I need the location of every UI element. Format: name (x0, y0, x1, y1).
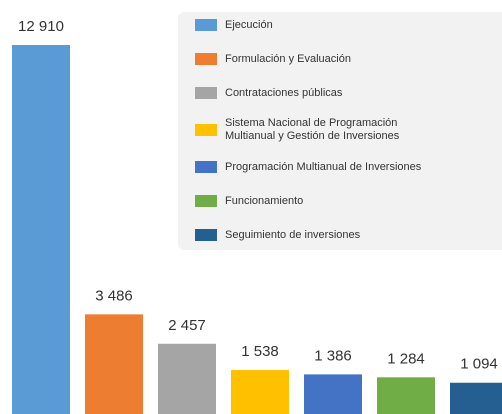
legend-label: Funcionamiento (225, 194, 304, 207)
bar (231, 370, 289, 414)
legend-item: Contrataciones públicas (195, 83, 502, 103)
legend-item: Programación Multianual de Inversiones (195, 157, 502, 177)
legend-label: Sistema Nacional de Programación Multian… (225, 117, 400, 142)
legend-label: Ejecución (225, 18, 273, 31)
legend-swatch (195, 53, 217, 65)
legend-item: Ejecución (195, 15, 502, 35)
legend-swatch (195, 161, 217, 173)
value-label: 1 094 (460, 356, 498, 373)
bar (158, 343, 216, 414)
legend-item: Funcionamiento (195, 191, 502, 211)
legend-item: Formulación y Evaluación (195, 49, 502, 69)
value-label: 12 910 (18, 18, 64, 35)
value-label: 1 386 (314, 347, 352, 364)
legend-swatch (195, 87, 217, 99)
legend: Ejecución Formulación y Evaluación Contrat… (178, 12, 502, 250)
legend-label: Formulación y Evaluación (225, 52, 351, 65)
value-label: 1 538 (241, 343, 279, 360)
bar (85, 314, 143, 414)
legend-swatch (195, 124, 217, 136)
legend-label: Programación Multianual de Inversiones (225, 160, 422, 173)
legend-swatch (195, 195, 217, 207)
value-label: 1 284 (387, 350, 425, 367)
legend-item: Seguimiento de inversiones (195, 225, 502, 245)
legend-swatch (195, 19, 217, 31)
bar (377, 377, 435, 414)
bar (450, 382, 502, 414)
value-label: 3 486 (95, 287, 133, 304)
legend-item: Sistema Nacional de Programación Multian… (195, 117, 502, 143)
legend-label: Seguimiento de inversiones (225, 228, 361, 241)
legend-label: Contrataciones públicas (225, 86, 343, 99)
legend-swatch (195, 229, 217, 241)
value-label: 2 457 (168, 317, 206, 334)
bar (12, 45, 70, 414)
bar (304, 374, 362, 414)
